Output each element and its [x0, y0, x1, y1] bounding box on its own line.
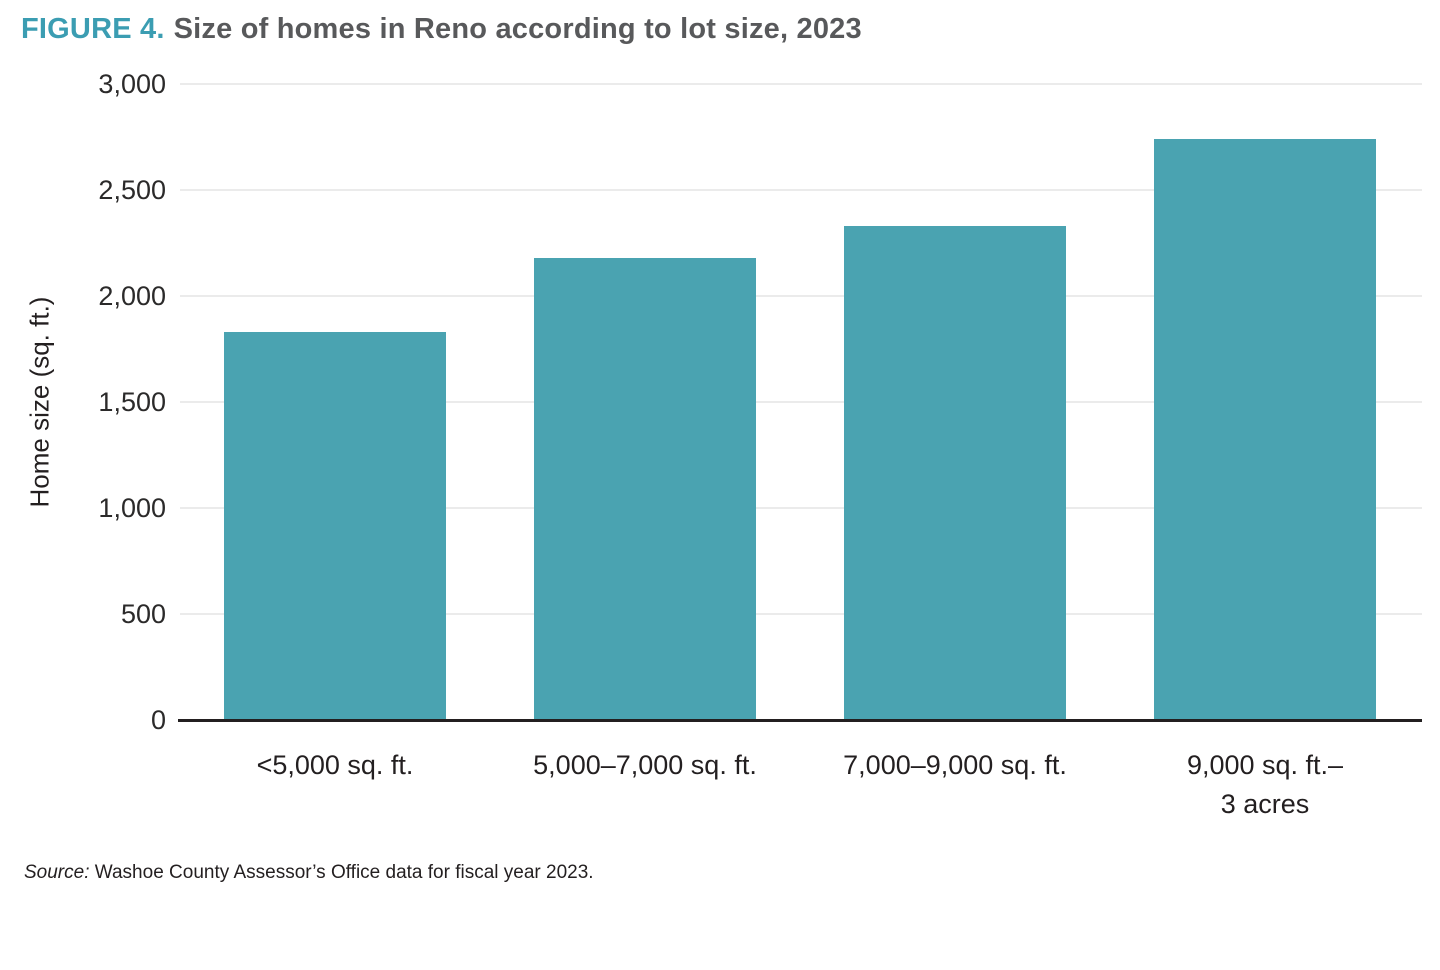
bar-chart: Home size (sq. ft.) 0 500 1,000 1,500 2,000 2…: [0, 69, 1422, 824]
plot-area: [178, 83, 1422, 722]
y-tick-label: 2,000: [98, 281, 166, 311]
x-tick-label: <5,000 sq. ft.: [180, 746, 490, 785]
bar: [534, 257, 756, 720]
y-tick-label: 500: [120, 599, 166, 629]
x-tick-label-line: 7,000–9,000 sq. ft.: [843, 750, 1067, 780]
bar: [1154, 139, 1376, 720]
source-note: Source: Washoe County Assessor’s Office …: [24, 862, 594, 884]
bar: [844, 226, 1066, 720]
y-tick-label: 1,000: [98, 493, 166, 523]
gridline: [180, 189, 1422, 191]
x-tick-label: 7,000–9,000 sq. ft.: [800, 746, 1110, 785]
x-tick-label: 5,000–7,000 sq. ft.: [490, 746, 800, 785]
x-tick-label: 9,000 sq. ft.– 3 acres: [1110, 746, 1420, 824]
x-tick-label-line: 5,000–7,000 sq. ft.: [533, 750, 757, 780]
x-axis-line: [178, 719, 1422, 722]
y-tick-label: 1,500: [98, 387, 166, 417]
gridline: [180, 401, 1422, 403]
y-tick-label: 3,000: [98, 69, 166, 99]
gridline: [180, 83, 1422, 85]
gridline: [180, 295, 1422, 297]
figure-number-label: FIGURE 4.: [21, 13, 165, 45]
x-tick-label-line: <5,000 sq. ft.: [256, 750, 414, 780]
source-text: Washoe County Assessor’s Office data for…: [89, 862, 594, 883]
y-axis-tick-labels: 0 500 1,000 1,500 2,000 2,500 3,000: [0, 69, 166, 735]
figure-header: FIGURE 4. Size of homes in Reno according…: [21, 13, 862, 46]
x-tick-label-line: 9,000 sq. ft.–: [1186, 750, 1344, 780]
gridline: [180, 507, 1422, 509]
bar: [224, 332, 446, 720]
x-tick-label-line: 3 acres: [1220, 789, 1310, 819]
gridline: [180, 613, 1422, 615]
source-prefix: Source:: [24, 862, 90, 883]
figure-title: Size of homes in Reno according to lot s…: [173, 13, 862, 45]
y-tick-label: 0: [150, 705, 166, 735]
y-tick-label: 2,500: [98, 175, 166, 205]
